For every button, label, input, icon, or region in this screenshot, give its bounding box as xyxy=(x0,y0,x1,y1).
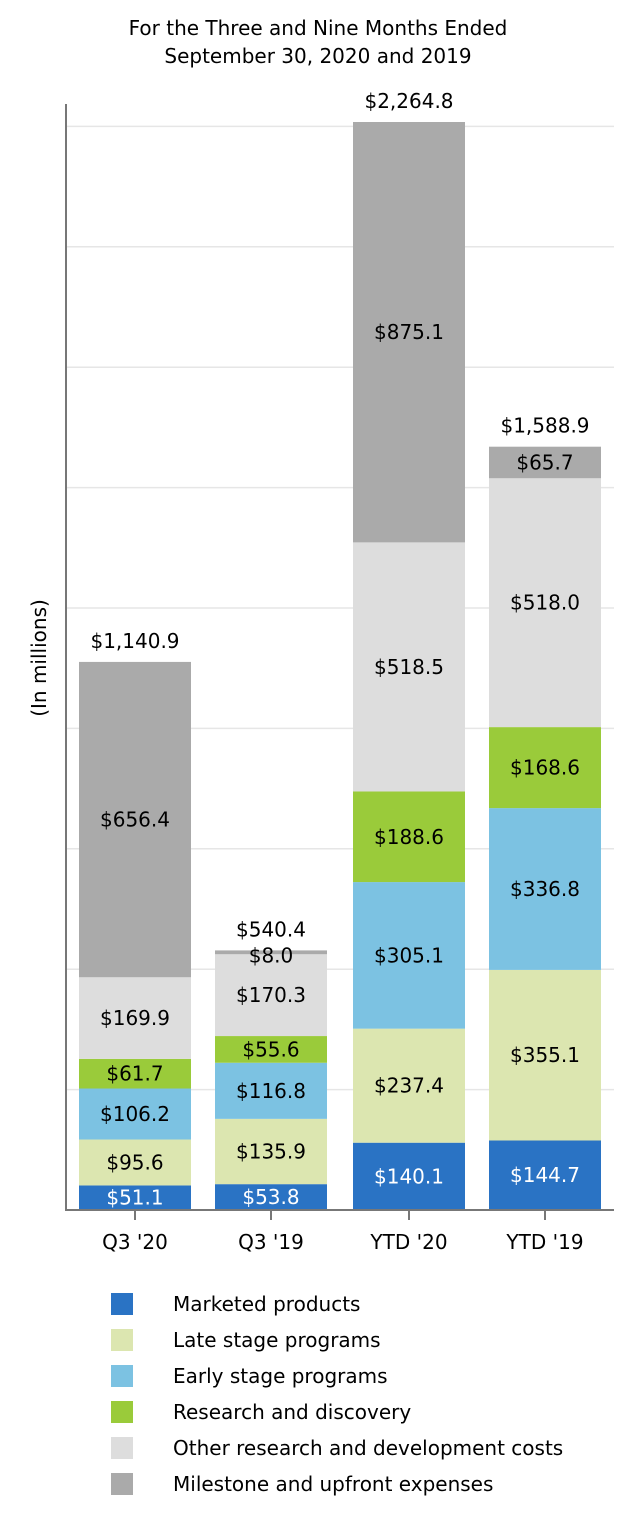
bar-segment xyxy=(215,1036,327,1063)
bar-segment xyxy=(79,1185,191,1210)
segment-label: $8.0 xyxy=(249,943,294,967)
bar-segment xyxy=(215,950,327,955)
total-label: $1,140.9 xyxy=(90,629,179,653)
segment-label: $518.0 xyxy=(510,591,580,615)
segment-label: $55.6 xyxy=(242,1037,299,1061)
bar-segment xyxy=(489,727,601,809)
legend-label: Marketed products xyxy=(173,1292,360,1316)
segment-label: $355.1 xyxy=(510,1043,580,1067)
bar-segment xyxy=(79,1088,191,1140)
segment-label: $656.4 xyxy=(100,808,170,832)
bar-segment xyxy=(215,1062,327,1119)
y-axis-label: (In millions) xyxy=(27,599,51,717)
legend-label: Other research and development costs xyxy=(173,1436,563,1460)
segment-label: $140.1 xyxy=(374,1164,444,1188)
legend-swatch xyxy=(111,1329,133,1351)
segment-label: $336.8 xyxy=(510,877,580,901)
legend-swatch xyxy=(111,1437,133,1459)
bar-segment xyxy=(353,542,465,792)
bar-segment xyxy=(489,478,601,728)
segment-label: $188.6 xyxy=(374,825,444,849)
segment-label: $65.7 xyxy=(516,450,573,474)
bar-segment xyxy=(215,1118,327,1185)
bar-segment xyxy=(353,882,465,1029)
segment-label: $61.7 xyxy=(106,1062,163,1086)
legend-swatch xyxy=(111,1401,133,1423)
legend-label: Early stage programs xyxy=(173,1364,388,1388)
x-tick-label: YTD '20 xyxy=(369,1230,447,1254)
segment-label: $116.8 xyxy=(236,1079,306,1103)
chart-title-line-2: September 30, 2020 and 2019 xyxy=(164,44,471,68)
chart-title-line-1: For the Three and Nine Months Ended xyxy=(129,16,508,40)
legend-swatch xyxy=(111,1473,133,1495)
total-label: $1,588.9 xyxy=(500,414,589,438)
total-label: $2,264.8 xyxy=(364,89,453,113)
bar-segment xyxy=(79,1139,191,1186)
bar-segment xyxy=(79,661,191,978)
segment-label: $875.1 xyxy=(374,320,444,344)
segment-label: $170.3 xyxy=(236,983,306,1007)
segment-label: $53.8 xyxy=(242,1185,299,1209)
x-tick-label: YTD '19 xyxy=(505,1230,583,1254)
segment-label: $95.6 xyxy=(106,1150,163,1174)
bar-segment xyxy=(79,1058,191,1089)
legend: Marketed products Late stage programs Earl… xyxy=(111,1292,563,1496)
legend-label: Late stage programs xyxy=(173,1328,381,1352)
segment-label: $305.1 xyxy=(374,943,444,967)
segment-label: $144.7 xyxy=(510,1163,580,1187)
bar-segment xyxy=(353,1028,465,1143)
bars: $51.1 $95.6 $106.2 $61.7 $169.9 $656.4 $1,140.… xyxy=(79,89,601,1210)
bar-segment xyxy=(489,969,601,1141)
segment-label: $51.1 xyxy=(106,1186,163,1210)
segment-label: $169.9 xyxy=(100,1006,170,1030)
legend-swatch xyxy=(111,1293,133,1315)
segment-label: $237.4 xyxy=(374,1074,444,1098)
bar-segment xyxy=(215,1184,327,1210)
legend-label: Research and discovery xyxy=(173,1400,411,1424)
segment-label: $135.9 xyxy=(236,1140,306,1164)
bar-segment xyxy=(353,1142,465,1210)
bar-segment xyxy=(353,791,465,883)
segment-label: $168.6 xyxy=(510,756,580,780)
total-label: $540.4 xyxy=(236,917,306,941)
bar-segment xyxy=(489,446,601,479)
axes: Q3 '20 Q3 '19 YTD '20 YTD '19 xyxy=(65,104,614,1254)
legend-label: Milestone and upfront expenses xyxy=(173,1472,493,1496)
bar-segment xyxy=(489,808,601,970)
bar-segment xyxy=(215,954,327,1037)
bar-segment xyxy=(353,122,465,543)
bar-segment xyxy=(79,977,191,1059)
legend-swatch xyxy=(111,1365,133,1387)
x-tick-label: Q3 '19 xyxy=(238,1230,304,1254)
x-tick-label: Q3 '20 xyxy=(102,1230,168,1254)
segment-label: $518.5 xyxy=(374,655,444,679)
segment-label: $106.2 xyxy=(100,1102,170,1126)
bar-segment xyxy=(489,1140,601,1210)
